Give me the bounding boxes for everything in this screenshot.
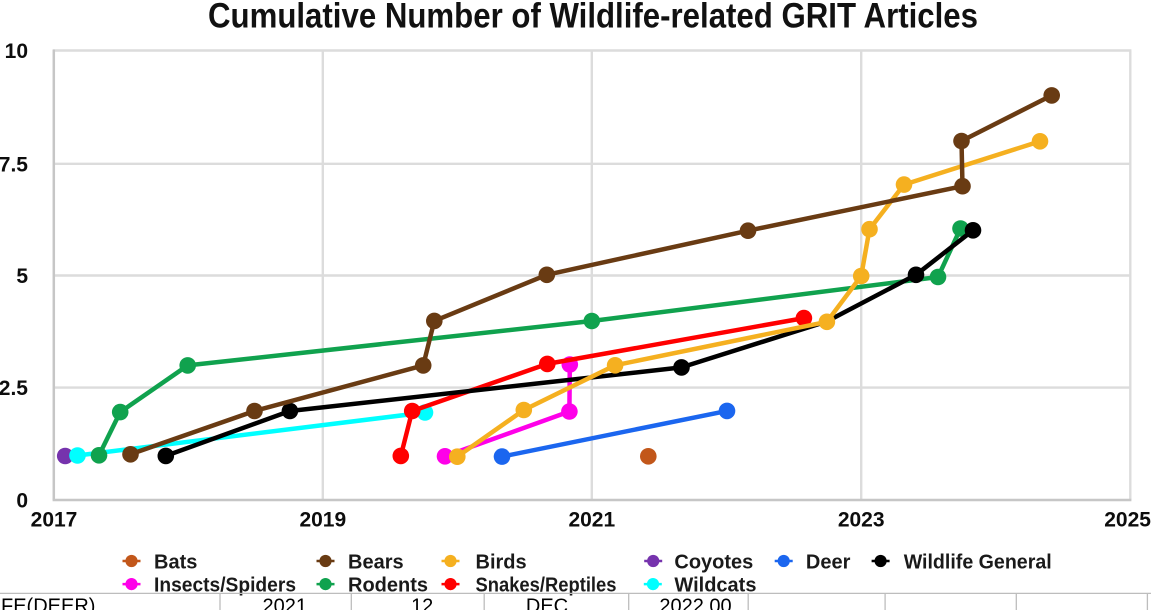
svg-text:2022.00: 2022.00	[659, 596, 731, 610]
svg-text:2021: 2021	[568, 508, 615, 531]
svg-text:5: 5	[16, 265, 28, 288]
svg-text:2017: 2017	[31, 508, 78, 531]
svg-text:7.5: 7.5	[0, 153, 28, 176]
svg-text:Rodents: Rodents	[348, 574, 428, 596]
svg-text:2021: 2021	[263, 596, 308, 610]
svg-text:Bears: Bears	[348, 551, 404, 573]
svg-text:Cumulative Number of Wildlife-: Cumulative Number of Wildlife-related GR…	[208, 0, 978, 36]
svg-text:Wildlife General: Wildlife General	[904, 551, 1052, 573]
svg-text:Bats: Bats	[154, 551, 197, 573]
svg-text:10: 10	[5, 40, 28, 63]
svg-text:DEC: DEC	[526, 596, 568, 610]
svg-text:Coyotes: Coyotes	[674, 551, 753, 573]
svg-text:2.5: 2.5	[0, 377, 28, 400]
svg-text:Birds: Birds	[476, 551, 527, 573]
svg-text:12: 12	[411, 596, 433, 610]
svg-text:Wildcats: Wildcats	[674, 574, 756, 596]
svg-text:Snakes/Reptiles: Snakes/Reptiles	[476, 574, 617, 596]
svg-text:Insects/Spiders: Insects/Spiders	[154, 574, 296, 596]
svg-text:2023: 2023	[838, 508, 885, 531]
svg-text:0: 0	[16, 489, 28, 512]
svg-text:Deer: Deer	[806, 551, 851, 573]
svg-text:FE(DEER): FE(DEER)	[1, 596, 95, 610]
svg-text:2025: 2025	[1104, 508, 1151, 531]
svg-text:2019: 2019	[299, 508, 346, 531]
